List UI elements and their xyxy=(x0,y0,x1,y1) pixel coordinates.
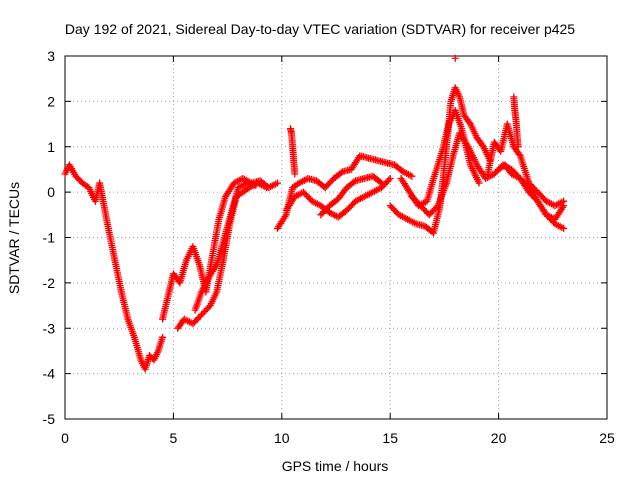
y-tick-label: 2 xyxy=(47,93,55,109)
data-point xyxy=(475,179,483,187)
series-mid-day-trace-third xyxy=(317,172,386,219)
data-point xyxy=(350,178,358,186)
series-afternoon-trace-b xyxy=(397,106,483,210)
series-mid-day-trace-lower xyxy=(282,175,394,221)
data-point xyxy=(273,179,281,187)
series-mid-day-trace-upper xyxy=(273,152,416,232)
y-tick-label: -3 xyxy=(43,320,56,336)
series-main-trace xyxy=(61,161,167,373)
data-point xyxy=(376,178,384,186)
y-tick-label: -2 xyxy=(43,275,56,291)
y-axis-label: SDTVAR / TECUs xyxy=(6,182,22,294)
series-evening-trace-lower xyxy=(495,161,568,223)
y-tick-label: 1 xyxy=(47,139,55,155)
data-point xyxy=(291,170,299,178)
y-tick-label: -4 xyxy=(43,366,56,382)
series-recovery-trace-c xyxy=(191,179,260,314)
data-point xyxy=(560,202,568,210)
y-tick-label: 3 xyxy=(47,48,55,64)
y-tick-label: 0 xyxy=(47,184,55,200)
data-point xyxy=(385,176,393,184)
x-tick-label: 0 xyxy=(61,430,69,446)
data-point xyxy=(378,179,386,187)
series-spike-near-10-5-h xyxy=(286,125,299,178)
x-tick-label: 25 xyxy=(599,430,615,446)
data-points xyxy=(61,54,568,373)
axis-ticks xyxy=(64,55,608,420)
y-tick-label: -1 xyxy=(43,230,56,246)
data-point xyxy=(386,175,394,183)
data-point xyxy=(515,150,523,158)
data-point xyxy=(451,54,459,62)
x-tick-label: 20 xyxy=(491,430,507,446)
x-tick-label: 5 xyxy=(170,430,178,446)
grid xyxy=(65,56,607,419)
tick-labels: 0 5 10 15 20 25 -5 -4 -3 -2 -1 0 1 2 3 xyxy=(43,48,615,446)
data-point xyxy=(252,181,260,189)
series-outlier xyxy=(451,54,459,62)
data-point xyxy=(263,184,271,192)
data-point xyxy=(337,169,345,177)
chart-title: Day 192 of 2021, Sidereal Day-to-day VTE… xyxy=(65,21,575,37)
data-point xyxy=(560,224,568,232)
data-point xyxy=(159,333,167,341)
x-axis-label: GPS time / hours xyxy=(282,458,389,474)
series-peak-spike-near-20-8-h xyxy=(510,93,522,151)
x-tick-label: 10 xyxy=(274,430,290,446)
data-point xyxy=(408,172,416,180)
data-point xyxy=(514,143,522,151)
y-tick-label: -5 xyxy=(43,411,56,427)
series-evening-trace xyxy=(484,120,568,210)
x-tick-label: 15 xyxy=(382,430,398,446)
